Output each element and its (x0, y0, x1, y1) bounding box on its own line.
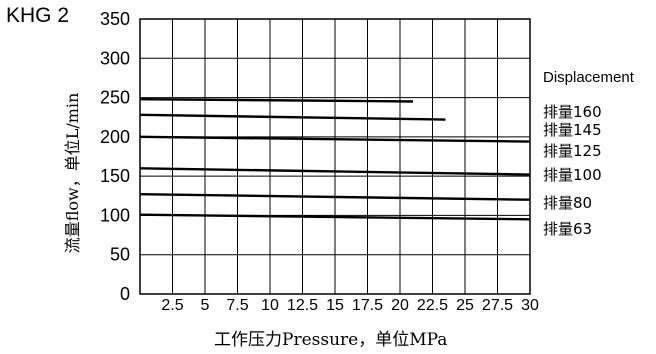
legend-title: Displacement (543, 69, 634, 86)
series-line (139, 167, 531, 176)
y-tick-label: 300 (100, 48, 130, 68)
x-tick-label: 27.5 (482, 297, 513, 314)
series-line (139, 193, 531, 201)
x-tick-label: 17.5 (352, 297, 383, 314)
x-tick-labels: 2.5 5 7.5 10 12.5 15 17.5 20 22.5 25 27.5 30 (161, 297, 539, 314)
x-tick-label: 5 (201, 297, 210, 314)
y-tick-label: 50 (110, 245, 130, 265)
x-tick-label: 30 (521, 297, 539, 314)
series-line (139, 213, 531, 221)
grid (140, 18, 531, 295)
y-axis-label: 流量flow，单位L/min (63, 92, 82, 254)
y-tick-label: 150 (100, 166, 130, 186)
series-line (139, 113, 446, 121)
x-tick-label: 20 (391, 297, 409, 314)
series-line (139, 135, 531, 143)
x-tick-label: 15 (326, 297, 344, 314)
series-label: 排量63 (543, 220, 592, 238)
y-tick-label: 250 (100, 88, 130, 108)
y-tick-label: 350 (100, 9, 130, 29)
y-tick-label: 0 (120, 284, 130, 304)
series-line (139, 97, 414, 103)
x-tick-label: 10 (261, 297, 279, 314)
plot-frame (139, 18, 531, 295)
x-tick-label: 2.5 (161, 297, 183, 314)
x-tick-label: 7.5 (226, 297, 248, 314)
series-label: 排量160 (543, 103, 602, 121)
x-tick-label: 22.5 (417, 297, 448, 314)
x-axis-label: 工作压力Pressure，单位MPa (214, 330, 448, 350)
series-label: 排量100 (543, 166, 602, 184)
model-title: KHG 2 (6, 4, 70, 27)
series-lines (139, 97, 531, 221)
y-tick-labels: 0 50 100 150 200 250 300 350 (100, 9, 130, 304)
series-label: 排量80 (543, 194, 592, 212)
y-tick-label: 100 (100, 205, 130, 225)
x-tick-label: 25 (456, 297, 474, 314)
y-tick-label: 200 (100, 127, 130, 147)
series-label: 排量125 (543, 142, 602, 160)
series-label: 排量145 (543, 121, 602, 139)
x-tick-label: 12.5 (287, 297, 318, 314)
